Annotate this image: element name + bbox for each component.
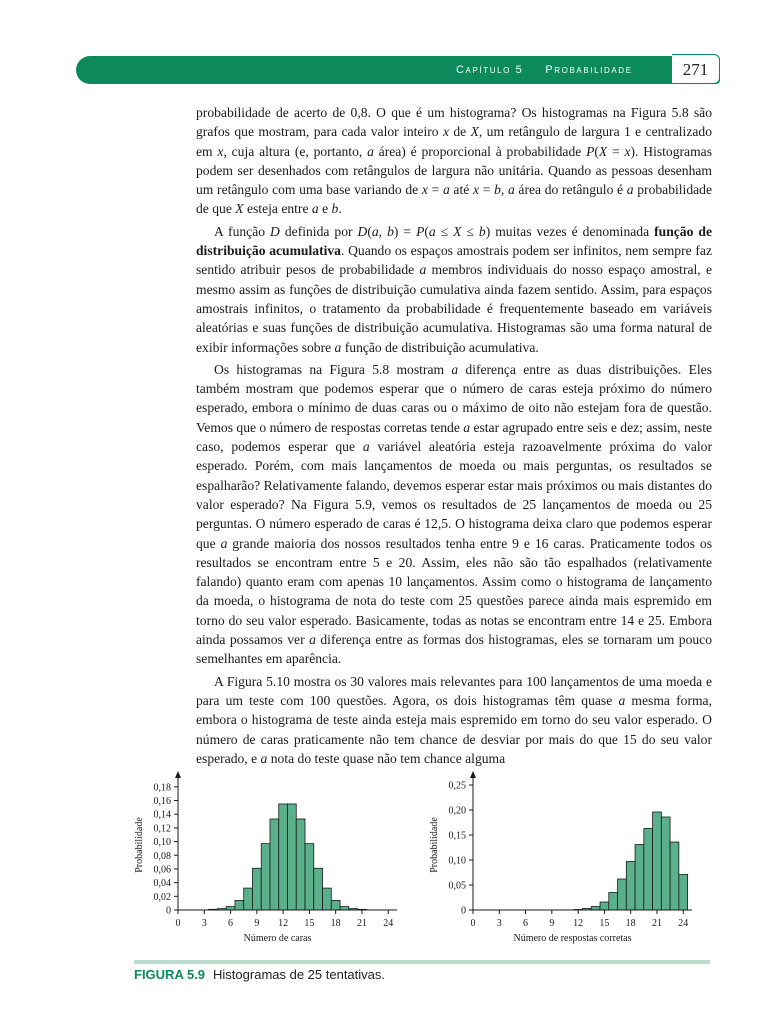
- x-tick-label: 9: [549, 918, 554, 929]
- histogram-bar: [322, 887, 332, 911]
- y-tick-label: 0,14: [154, 810, 172, 821]
- body-text: probabilidade de acerto de 0,8. O que é …: [196, 103, 712, 768]
- y-tick-label: 0,10: [449, 856, 467, 867]
- y-axis-label: Probabilidade: [134, 817, 145, 873]
- y-tick-label: 0,02: [154, 892, 172, 903]
- x-tick-label: 24: [383, 918, 393, 929]
- paragraph-4: A Figura 5.10 mostra os 30 valores mais …: [196, 673, 712, 766]
- x-tick-label: 21: [357, 918, 367, 929]
- histogram-bar: [304, 843, 315, 911]
- histogram-bar: [287, 803, 297, 911]
- y-tick-label: 0,12: [154, 823, 172, 834]
- histogram-bar: [599, 901, 610, 911]
- y-axis-arrow: [175, 771, 181, 778]
- x-tick-label: 12: [278, 918, 288, 929]
- section-label: Probabilidade: [545, 64, 633, 76]
- x-tick-label: 0: [176, 918, 181, 929]
- x-tick-label: 15: [304, 918, 314, 929]
- x-tick-label: 3: [497, 918, 502, 929]
- x-tick-label: 18: [331, 918, 341, 929]
- y-tick-label: 0,20: [449, 806, 467, 817]
- histogram-bar: [234, 900, 245, 911]
- histogram-bar: [243, 887, 253, 911]
- histogram-bar: [652, 811, 662, 911]
- x-tick-label: 24: [678, 918, 688, 929]
- header-chapter: Capítulo 5 Probabilidade: [456, 64, 633, 76]
- histogram-bar: [260, 843, 271, 911]
- x-tick-label: 21: [652, 918, 662, 929]
- y-axis-arrow: [470, 771, 476, 778]
- caption-rule: [134, 960, 710, 964]
- y-tick-label: 0,04: [154, 878, 172, 889]
- histogram-bar: [643, 828, 653, 911]
- x-tick-label: 6: [228, 918, 233, 929]
- histogram-bar: [634, 844, 645, 911]
- histogram-bar: [225, 906, 236, 911]
- y-tick-label: 0,05: [449, 881, 467, 892]
- paragraph-1: probabilidade de acerto de 0,8. O que é …: [196, 105, 712, 217]
- histogram-bar: [313, 867, 323, 911]
- histogram-bar: [625, 861, 636, 911]
- histogram-bar: [678, 874, 689, 911]
- x-tick-label: 18: [626, 918, 636, 929]
- x-tick-label: 0: [471, 918, 476, 929]
- histogram-bar: [295, 818, 306, 911]
- histogram-bar: [339, 906, 350, 911]
- histogram-heads: 0 3 6 9 12 15 18 21 24 0 0,02 0,04 0,06 0,08 0,10 0,12 0…: [134, 771, 397, 944]
- y-tick-label: 0,06: [154, 864, 172, 875]
- y-tick-label: 0,15: [449, 831, 467, 842]
- figure-caption: FIGURA 5.9 Histogramas de 25 tentativas.: [134, 967, 385, 982]
- header-bar: [76, 56, 720, 84]
- y-axis-label: Probabilidade: [429, 817, 440, 873]
- x-tick-label: 3: [202, 918, 207, 929]
- y-tick-label: 0,08: [154, 851, 172, 862]
- x-tick-label: 6: [523, 918, 528, 929]
- histogram-bar: [269, 818, 280, 911]
- y-tick-label: 0,25: [449, 781, 467, 792]
- y-tick-label: 0,18: [154, 782, 172, 793]
- histogram-bar: [669, 841, 680, 911]
- x-axis-label: Número de respostas corretas: [513, 933, 631, 944]
- caption-label: FIGURA 5.9: [134, 967, 206, 982]
- histogram-correct-answers: 0 3 6 9 12 15 18 21 24 0 0,05 0,10 0,15 0,20 0,25 Númer…: [429, 771, 692, 944]
- page-number: 271: [672, 54, 720, 84]
- chapter-label: Capítulo 5: [456, 64, 524, 76]
- histogram-bar: [617, 878, 627, 911]
- y-tick-label: 0,10: [154, 837, 172, 848]
- paragraph-2: A função D definida por D(a, b) = P(a ≤ …: [196, 223, 712, 355]
- x-tick-label: 15: [599, 918, 609, 929]
- x-tick-label: 9: [254, 918, 259, 929]
- histogram-bar: [278, 803, 288, 911]
- y-tick-label: 0: [461, 906, 466, 917]
- histogram-bar: [608, 892, 618, 911]
- y-tick-label: 0,16: [154, 796, 172, 807]
- histogram-bar: [252, 867, 262, 911]
- y-tick-label: 0: [166, 906, 171, 917]
- histogram-bar: [590, 906, 601, 911]
- paragraph-3: Os histogramas na Figura 5.8 mostram a d…: [196, 361, 713, 667]
- caption-text: Histogramas de 25 tentativas.: [213, 967, 386, 982]
- histogram-bar: [330, 900, 341, 911]
- histogram-bar: [660, 816, 671, 911]
- x-axis-label: Número de caras: [244, 933, 312, 944]
- x-tick-label: 12: [573, 918, 583, 929]
